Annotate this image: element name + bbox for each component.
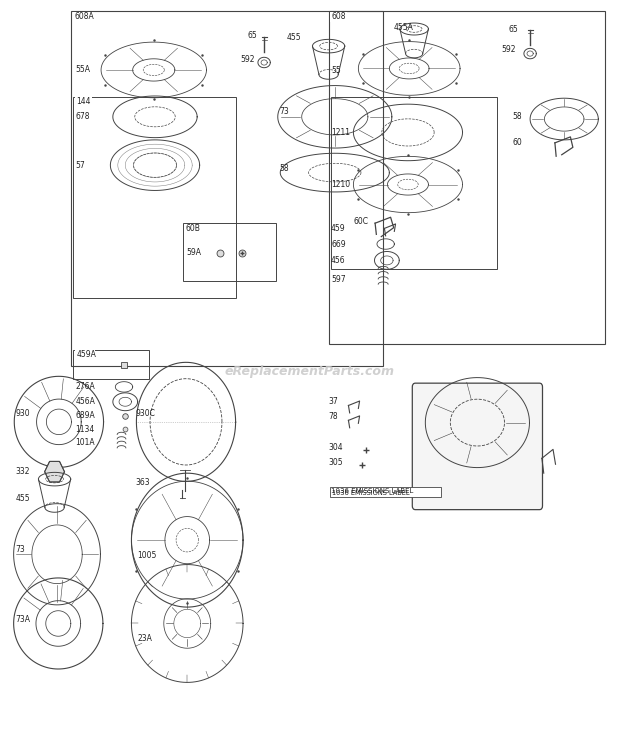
Text: 455: 455 <box>16 494 30 503</box>
Text: 58: 58 <box>279 164 289 173</box>
Text: 363: 363 <box>135 478 150 487</box>
Text: 332: 332 <box>16 467 30 476</box>
Bar <box>75 350 95 360</box>
Text: 65: 65 <box>248 31 258 40</box>
Text: 592: 592 <box>501 45 515 54</box>
Bar <box>185 224 202 234</box>
Text: 73: 73 <box>16 545 25 554</box>
FancyBboxPatch shape <box>412 383 542 510</box>
Text: 678: 678 <box>76 112 90 121</box>
Text: 689A: 689A <box>76 411 95 420</box>
Text: 65: 65 <box>508 25 518 34</box>
Text: 144: 144 <box>76 97 91 106</box>
Polygon shape <box>45 461 64 482</box>
Text: 276A: 276A <box>76 382 95 391</box>
Bar <box>71 11 383 366</box>
Text: 101A: 101A <box>76 438 95 447</box>
Text: 55A: 55A <box>76 65 91 74</box>
Text: 23A: 23A <box>138 634 153 643</box>
Bar <box>330 487 441 497</box>
Text: 78: 78 <box>329 412 339 421</box>
Bar <box>73 97 236 298</box>
Text: 1036 EMISSIONS LABEL: 1036 EMISSIONS LABEL <box>331 488 414 494</box>
Text: 60: 60 <box>512 138 522 147</box>
Text: 456A: 456A <box>76 397 95 406</box>
Bar <box>73 350 149 379</box>
Text: 459: 459 <box>331 224 346 233</box>
Text: 459A: 459A <box>76 350 96 359</box>
Bar <box>183 223 276 281</box>
Text: 608: 608 <box>332 12 346 21</box>
Text: 305: 305 <box>329 458 343 467</box>
Text: 456: 456 <box>331 256 346 265</box>
Bar <box>329 11 604 344</box>
Text: 55: 55 <box>331 66 341 75</box>
Text: 592: 592 <box>241 55 255 64</box>
Bar <box>75 97 92 107</box>
Text: 1210: 1210 <box>331 180 350 189</box>
Text: 60C: 60C <box>353 217 368 226</box>
Text: 1211: 1211 <box>331 128 350 137</box>
Bar <box>73 12 94 22</box>
Text: 455A: 455A <box>394 23 414 32</box>
Text: 59A: 59A <box>186 248 201 257</box>
Text: 1036 EMISSIONS LABEL: 1036 EMISSIONS LABEL <box>332 490 409 496</box>
Text: 608A: 608A <box>74 12 94 21</box>
Text: 669: 669 <box>331 240 346 248</box>
Text: 930C: 930C <box>135 409 155 418</box>
Text: 73A: 73A <box>16 615 30 623</box>
Text: 455: 455 <box>286 33 301 42</box>
Text: 304: 304 <box>329 443 343 452</box>
Text: 57: 57 <box>76 161 86 170</box>
Text: 60B: 60B <box>186 224 201 233</box>
Text: 1005: 1005 <box>138 551 157 559</box>
Text: 73: 73 <box>279 107 289 116</box>
Text: 597: 597 <box>331 275 346 283</box>
Text: 58: 58 <box>512 112 522 121</box>
Bar <box>330 12 347 22</box>
Text: eReplacementParts.com: eReplacementParts.com <box>225 365 395 379</box>
Text: 930: 930 <box>16 409 30 418</box>
Text: 1134: 1134 <box>76 425 95 434</box>
Bar <box>331 97 497 269</box>
Text: 37: 37 <box>329 397 339 406</box>
